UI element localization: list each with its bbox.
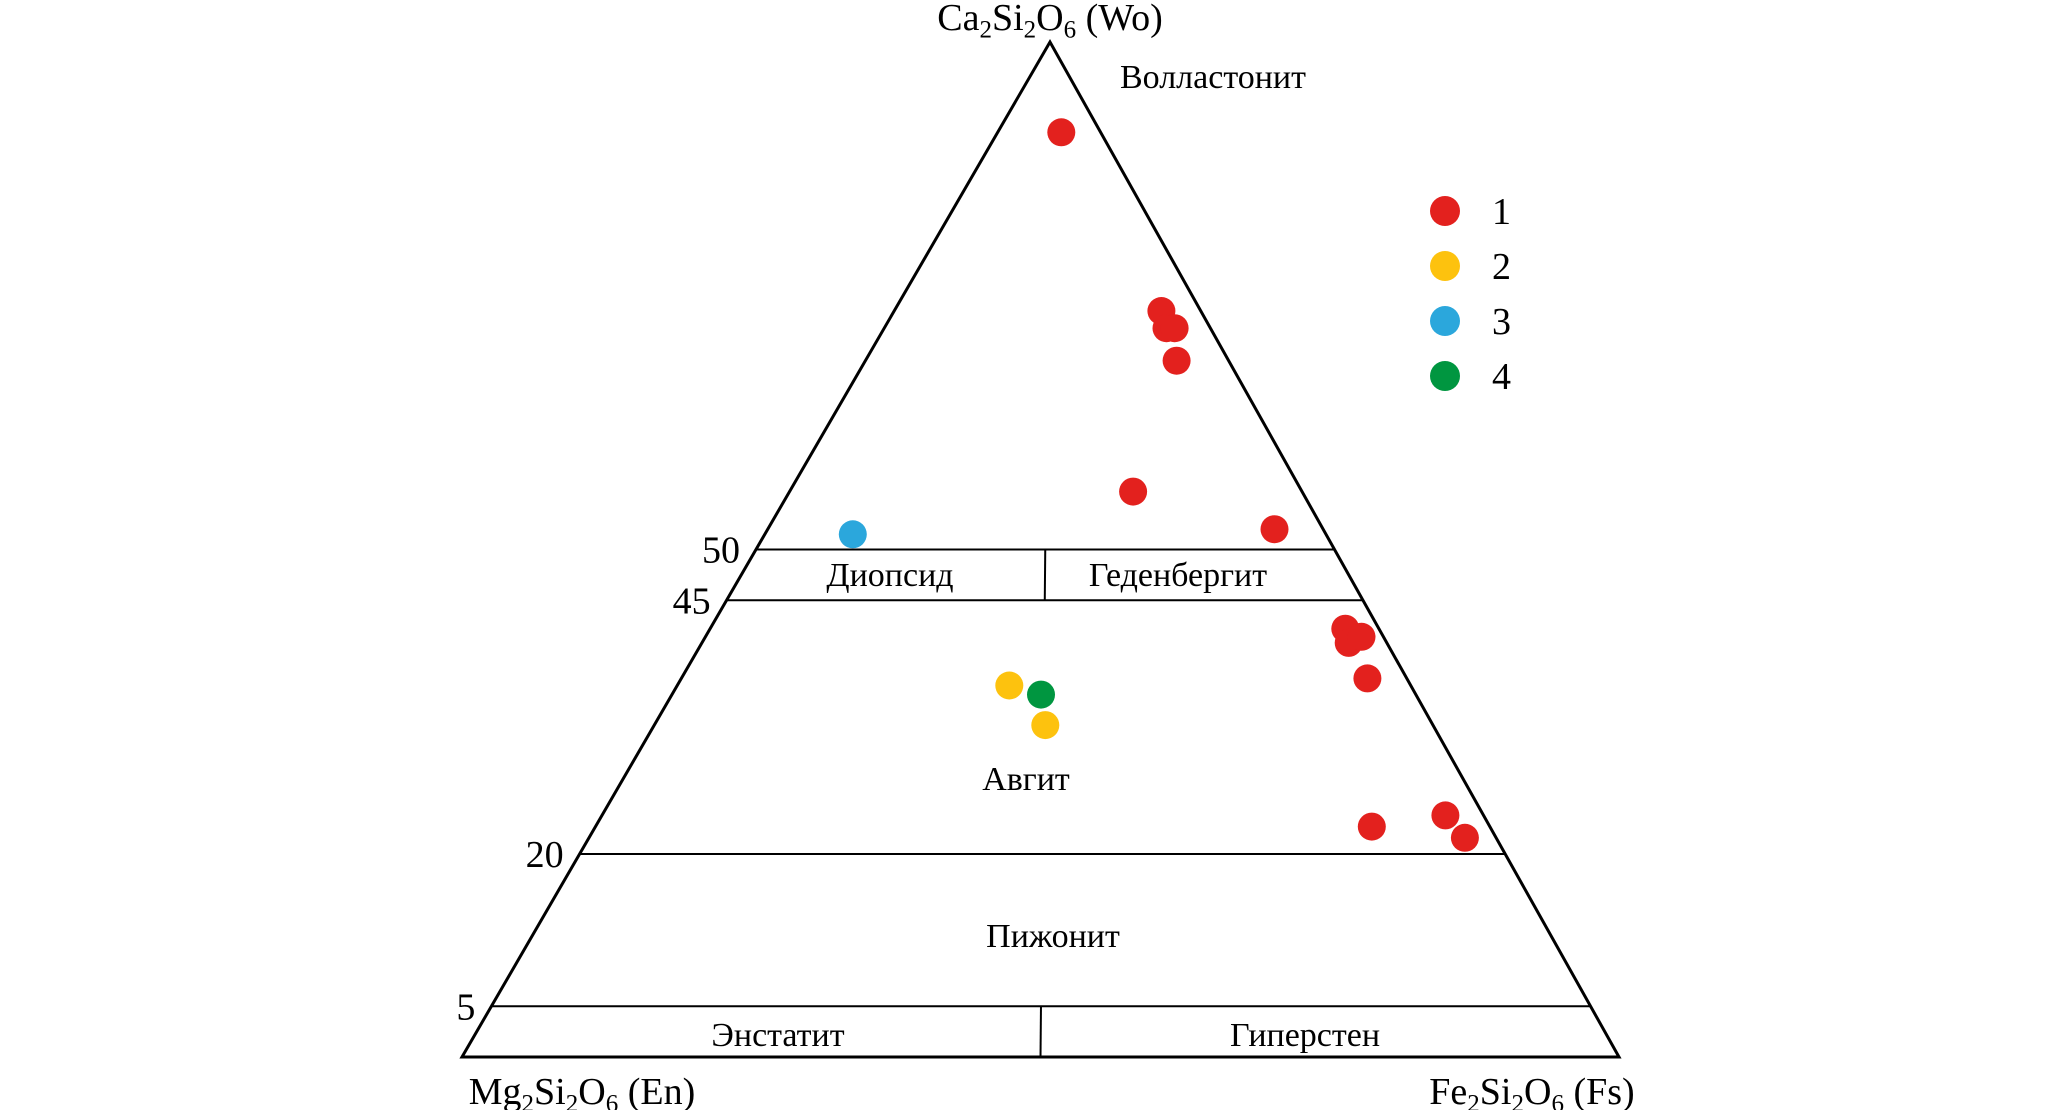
legend-marker-2 <box>1430 251 1460 281</box>
region-label-diopside: Диопсид <box>826 557 953 594</box>
wo-tick-label-45: 45 <box>673 580 711 622</box>
legend-marker-1 <box>1430 196 1460 226</box>
data-point-series-1 <box>1450 823 1479 852</box>
data-point-series-1 <box>1119 477 1148 506</box>
data-point-series-1 <box>1047 118 1076 147</box>
data-point-series-1 <box>1357 812 1386 841</box>
data-point-series-3 <box>838 520 867 549</box>
data-point-series-2 <box>995 671 1024 700</box>
legend-marker-4 <box>1430 361 1460 391</box>
region-label-pigeonite: Пижонит <box>986 918 1120 955</box>
wo-tick-label-5: 5 <box>456 986 475 1028</box>
legend-label-1: 1 <box>1492 191 1511 233</box>
wo-tick-label-20: 20 <box>526 834 564 876</box>
region-label-enstatite: Энстатит <box>711 1017 844 1054</box>
region-label-hypersthene: Гиперстен <box>1230 1017 1380 1054</box>
data-point-series-1 <box>1160 314 1189 343</box>
vertex-label-fs: Fe2Si2O6 (Fs) <box>1429 1071 1634 1110</box>
vertex-label-wo: Ca2Si2O6 (Wo) <box>937 0 1163 44</box>
data-point-series-1 <box>1162 346 1191 375</box>
legend-label-4: 4 <box>1492 356 1511 398</box>
wo-tick-label-50: 50 <box>702 530 740 572</box>
legend-marker-3 <box>1430 306 1460 336</box>
data-point-series-1 <box>1431 801 1460 830</box>
vertex-label-en: Mg2Si2O6 (En) <box>469 1071 695 1110</box>
region-label-wollastonite: Волластонит <box>1120 59 1306 96</box>
data-point-series-1 <box>1353 664 1382 693</box>
legend-label-3: 3 <box>1492 301 1511 343</box>
data-point-series-4 <box>1027 680 1055 709</box>
region-label-augite: Авгит <box>982 761 1070 798</box>
region-label-hedenbergite: Геденбергит <box>1089 557 1267 594</box>
data-point-series-1 <box>1347 622 1376 651</box>
legend-label-2: 2 <box>1492 246 1511 288</box>
data-point-series-2 <box>1031 711 1060 740</box>
data-point-series-1 <box>1260 515 1289 544</box>
